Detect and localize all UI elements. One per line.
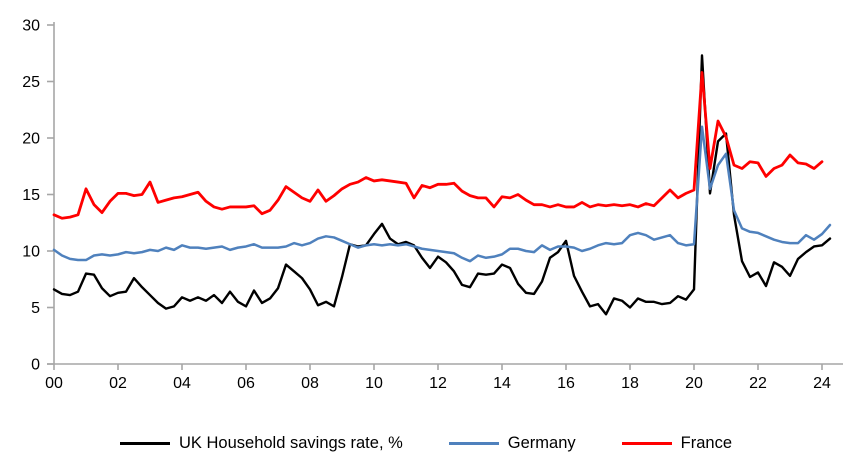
x-tick-label: 08: [301, 375, 319, 392]
legend-item-france: France: [621, 433, 732, 453]
legend-label-germany: Germany: [507, 433, 576, 452]
series-line-france: [52, 71, 824, 220]
savings-rate-line-chart: 0 5 10 15 20 25 30 00 02 04 06 08 10 12 14 16 18 20 22 24: [22, 18, 843, 392]
legend-label-france: France: [680, 433, 732, 452]
x-tick-label: 06: [237, 375, 255, 392]
y-tick-label: 20: [22, 131, 40, 148]
y-tick-label: 30: [22, 18, 40, 35]
x-tick-label: 10: [365, 375, 383, 392]
x-tick-label: 04: [173, 375, 191, 392]
legend-item-uk: UK Household savings rate, %: [120, 434, 403, 453]
x-tick-label: 16: [557, 375, 575, 392]
france-line-swatch: [621, 441, 672, 445]
x-tick-label: 22: [749, 375, 767, 392]
series-line-germany: [52, 125, 832, 263]
legend-label-uk: UK Household savings rate, %: [179, 433, 403, 452]
y-tick-label: 0: [31, 357, 40, 374]
uk-line-swatch: [120, 441, 170, 445]
chart-legend: UK Household savings rate, % Germany Fra…: [0, 426, 852, 460]
y-tick-label: 10: [22, 244, 40, 261]
y-tick-label: 5: [31, 300, 40, 317]
x-tick-label: 24: [813, 375, 831, 392]
y-tick-label: 15: [22, 187, 40, 204]
x-tick-label: 00: [45, 375, 63, 392]
x-tick-label: 12: [429, 375, 447, 392]
legend-item-germany: Germany: [448, 433, 576, 453]
y-tick-label: 25: [22, 74, 40, 91]
x-tick-label: 14: [493, 375, 511, 392]
germany-line-swatch: [448, 441, 499, 445]
x-tick-label: 18: [621, 375, 639, 392]
x-tick-label: 20: [685, 375, 703, 392]
x-tick-label: 02: [109, 375, 127, 392]
